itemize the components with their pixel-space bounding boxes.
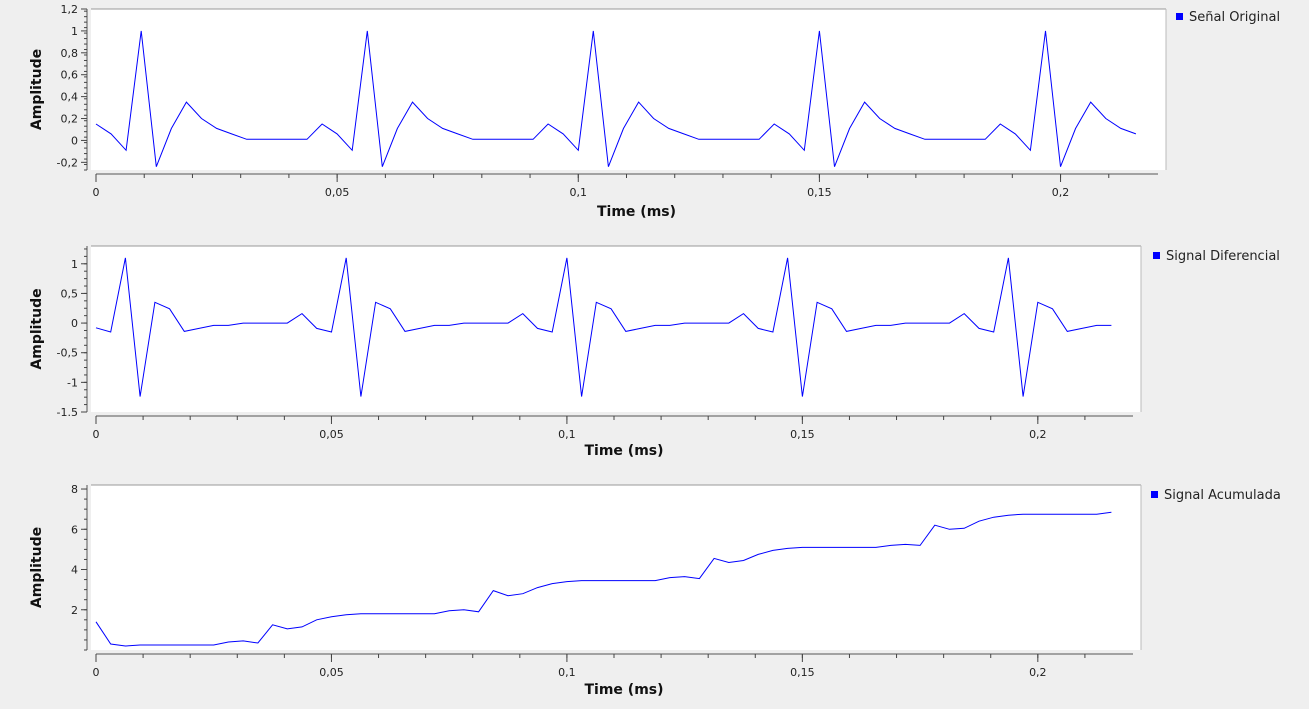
legend-swatch [1151, 491, 1158, 498]
legend-label: Signal Diferencial [1166, 249, 1280, 264]
y-tick-label: 2 [71, 604, 78, 617]
x-tick-label: 0,05 [319, 428, 344, 441]
x-tick-label: 0,15 [790, 666, 815, 679]
x-axis-title: Time (ms) [584, 682, 663, 698]
plot-area [91, 9, 1166, 170]
y-tick-label: 0 [71, 317, 78, 330]
x-tick-label: 0,1 [570, 186, 588, 199]
y-axis-title: Amplitude [29, 527, 45, 608]
y-tick-label: 0,5 [61, 287, 79, 300]
legend[interactable]: Signal Acumulada [1151, 488, 1281, 503]
x-tick-label: 0 [93, 428, 100, 441]
legend-swatch [1176, 13, 1183, 20]
senal-original-plot: -0,2 0 0,2 0,4 0,6 0,8 1 1,2 0 0,05 0,1 0,15 0,2 Time… [0, 0, 1309, 230]
y-tick-label: -0,5 [57, 347, 78, 360]
y-tick-label: 1 [71, 258, 78, 271]
plot-area [91, 485, 1141, 650]
legend-swatch [1153, 252, 1160, 259]
x-tick-label: 0,05 [325, 186, 350, 199]
x-tick-label: 0,15 [807, 186, 832, 199]
y-tick-label: 4 [71, 564, 78, 577]
y-tick-label: 0,8 [61, 47, 79, 60]
x-tick-label: 0,2 [1029, 428, 1047, 441]
y-axis-title: Amplitude [29, 49, 45, 130]
x-tick-label: 0 [93, 186, 100, 199]
y-axis-title: Amplitude [29, 288, 45, 369]
y-tick-label: 0,4 [61, 91, 79, 104]
y-tick-label: -0,2 [57, 156, 78, 169]
signal-diferencial-plot: -1.5 -1 -0,5 0 0,5 1 0 0,05 0,1 0,15 0,2 Time (ms) A… [0, 236, 1309, 466]
y-tick-label: 0,2 [61, 113, 79, 126]
y-tick-label: 8 [71, 483, 78, 496]
y-tick-label: -1 [67, 376, 78, 389]
x-tick-label: 0,2 [1052, 186, 1070, 199]
x-tick-label: 0,15 [790, 428, 815, 441]
y-tick-label: 6 [71, 523, 78, 536]
y-tick-label: -1.5 [57, 406, 78, 419]
legend[interactable]: Signal Diferencial [1153, 249, 1280, 264]
x-tick-label: 0,2 [1029, 666, 1047, 679]
x-axis-title: Time (ms) [584, 443, 663, 459]
legend-label: Señal Original [1189, 10, 1280, 25]
x-axis-title: Time (ms) [597, 204, 676, 220]
signal-acumulada-plot: 2 4 6 8 0 0,05 0,1 0,15 0,2 Time (ms) Amplitude Sig… [0, 474, 1309, 709]
legend[interactable]: Señal Original [1176, 10, 1280, 25]
x-tick-label: 0,1 [558, 666, 576, 679]
x-tick-label: 0 [93, 666, 100, 679]
legend-label: Signal Acumulada [1164, 488, 1281, 503]
y-tick-label: 1,2 [61, 3, 79, 16]
y-tick-label: 0 [71, 134, 78, 147]
x-tick-label: 0,1 [558, 428, 576, 441]
x-tick-label: 0,05 [319, 666, 344, 679]
y-tick-label: 1 [71, 25, 78, 38]
y-tick-label: 0,6 [61, 69, 79, 82]
